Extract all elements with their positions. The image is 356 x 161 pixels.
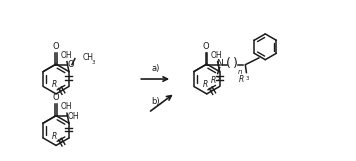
Text: O: O [52, 42, 59, 51]
Text: R: R [239, 75, 245, 84]
Text: R: R [52, 80, 57, 89]
Text: O: O [68, 60, 75, 69]
Text: O: O [203, 42, 210, 51]
Text: ): ) [233, 57, 238, 70]
Text: N: N [216, 59, 223, 68]
Text: 1: 1 [209, 87, 213, 92]
Text: R: R [210, 76, 216, 85]
Text: 2: 2 [217, 76, 220, 81]
Text: OH: OH [211, 51, 222, 60]
Text: OH: OH [68, 112, 80, 121]
Text: (: ( [226, 57, 231, 70]
Text: OH: OH [60, 102, 72, 111]
Text: 1: 1 [58, 87, 62, 92]
Text: CH: CH [83, 53, 94, 62]
Text: n: n [237, 69, 242, 75]
Text: OH: OH [60, 51, 72, 60]
Text: b): b) [151, 97, 159, 106]
Text: R: R [203, 80, 208, 89]
Text: a): a) [151, 64, 159, 73]
Text: 3: 3 [92, 60, 95, 65]
Text: 1: 1 [58, 138, 62, 143]
Text: R: R [52, 132, 57, 141]
Text: O: O [52, 93, 59, 102]
Text: 3: 3 [245, 76, 249, 80]
